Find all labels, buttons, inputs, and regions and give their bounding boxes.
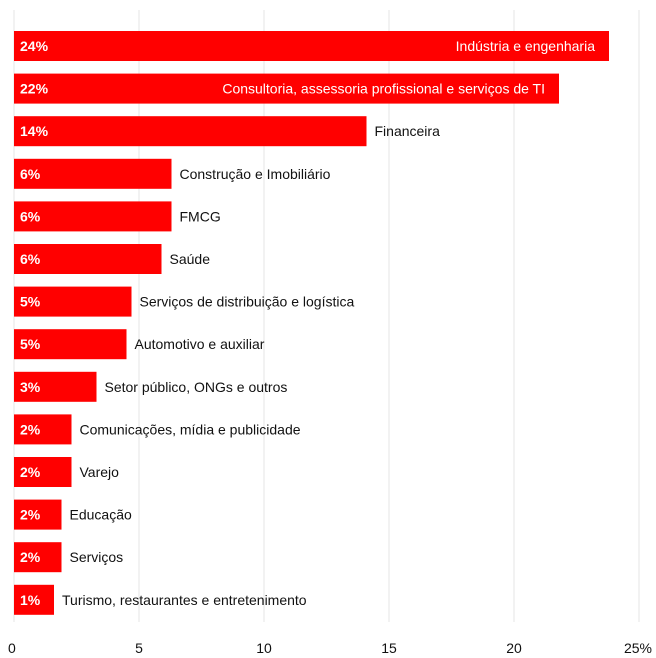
bar-category-label: Automotivo e auxiliar xyxy=(135,336,265,352)
bar xyxy=(14,286,132,317)
bar-category-label: Comunicações, mídia e publicidade xyxy=(80,421,301,437)
bar xyxy=(14,201,172,232)
bar-value-label: 3% xyxy=(20,379,41,395)
bar xyxy=(14,158,172,189)
bar-value-label: 5% xyxy=(20,294,41,310)
bar-category-label: Varejo xyxy=(80,464,120,480)
bar-category-label: Serviços xyxy=(70,549,124,565)
bar-value-label: 14% xyxy=(20,123,49,139)
bar xyxy=(14,116,367,147)
bar xyxy=(14,457,72,487)
bar-value-label: 24% xyxy=(20,38,49,54)
x-axis-ticks: 0 5 10 15 20 25% xyxy=(8,640,652,656)
bar-category-label: Construção e Imobiliário xyxy=(180,166,331,182)
bar xyxy=(14,73,559,104)
x-tick-label: 15 xyxy=(381,640,397,656)
bar-category-label: Educação xyxy=(70,507,132,523)
bar xyxy=(14,329,127,360)
bar-value-label: 5% xyxy=(20,336,41,352)
bar-category-label: Financeira xyxy=(375,123,441,139)
bar-category-label: Turismo, restaurantes e entretenimento xyxy=(62,592,307,608)
x-tick-label: 25% xyxy=(624,640,652,656)
bar-category-label: Consultoria, assessoria profissional e s… xyxy=(222,81,545,97)
bar xyxy=(14,584,54,615)
bars: 24% Indústria e engenharia 22% Consultoria,… xyxy=(14,31,609,615)
bar xyxy=(14,499,62,530)
bar-category-label: Indústria e engenharia xyxy=(456,38,596,54)
bar xyxy=(14,371,97,402)
x-tick-label: 5 xyxy=(135,640,143,656)
x-tick-label: 0 xyxy=(8,640,16,656)
bar-category-label: Serviços de distribuição e logística xyxy=(140,294,355,310)
bar xyxy=(14,542,62,573)
bar-value-label: 6% xyxy=(20,166,41,182)
bar xyxy=(14,414,72,445)
bar-category-label: Setor público, ONGs e outros xyxy=(105,379,288,395)
bar-value-label: 2% xyxy=(20,421,41,437)
bar-value-label: 22% xyxy=(20,81,49,97)
bar-value-label: 6% xyxy=(20,208,41,224)
bar-category-label: FMCG xyxy=(180,208,221,224)
bar-value-label: 1% xyxy=(20,592,41,608)
bar xyxy=(14,244,162,274)
bar-category-label: Saúde xyxy=(170,251,211,267)
x-tick-label: 10 xyxy=(256,640,272,656)
bar-value-label: 6% xyxy=(20,251,41,267)
bar xyxy=(14,31,609,61)
x-tick-label: 20 xyxy=(506,640,522,656)
bar-value-label: 2% xyxy=(20,549,41,565)
bar-value-label: 2% xyxy=(20,464,41,480)
bar-value-label: 2% xyxy=(20,507,41,523)
